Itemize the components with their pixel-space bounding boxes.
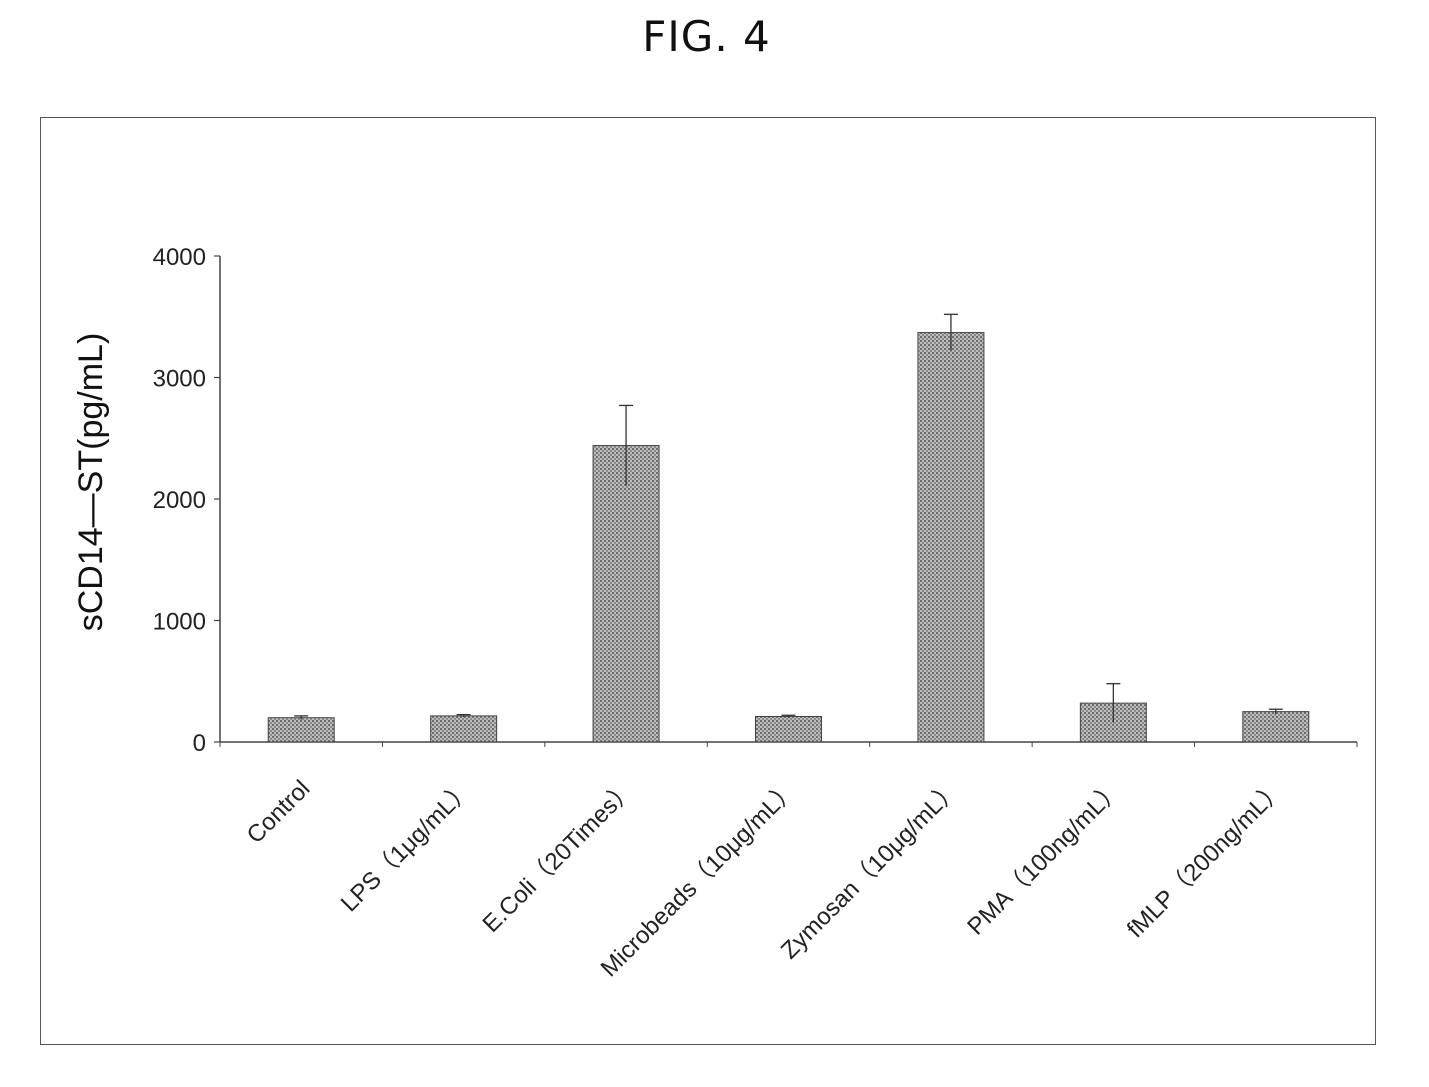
y-tick-label: 4000 xyxy=(153,244,206,271)
y-tick-label: 3000 xyxy=(153,366,206,393)
category-label: Control xyxy=(242,775,316,849)
y-tick-label: 0 xyxy=(193,730,206,757)
category-label: PMA（100ng/mL） xyxy=(962,775,1127,940)
y-tick-label: 1000 xyxy=(153,609,206,636)
y-tick-label: 2000 xyxy=(153,487,206,514)
bar xyxy=(431,716,497,742)
bar xyxy=(756,716,822,742)
category-label: LPS（1μg/mL） xyxy=(336,775,478,917)
category-label: fMLP（200ng/mL） xyxy=(1122,775,1290,943)
y-axis-label: sCD14—ST(pg/mL) xyxy=(72,333,110,632)
category-label: Zymosan（10μg/mL） xyxy=(776,775,965,964)
bar xyxy=(593,446,659,742)
category-label: E.Coli（20Times） xyxy=(478,775,641,938)
bar xyxy=(268,718,334,742)
bar xyxy=(918,333,984,742)
bar xyxy=(1243,712,1309,742)
